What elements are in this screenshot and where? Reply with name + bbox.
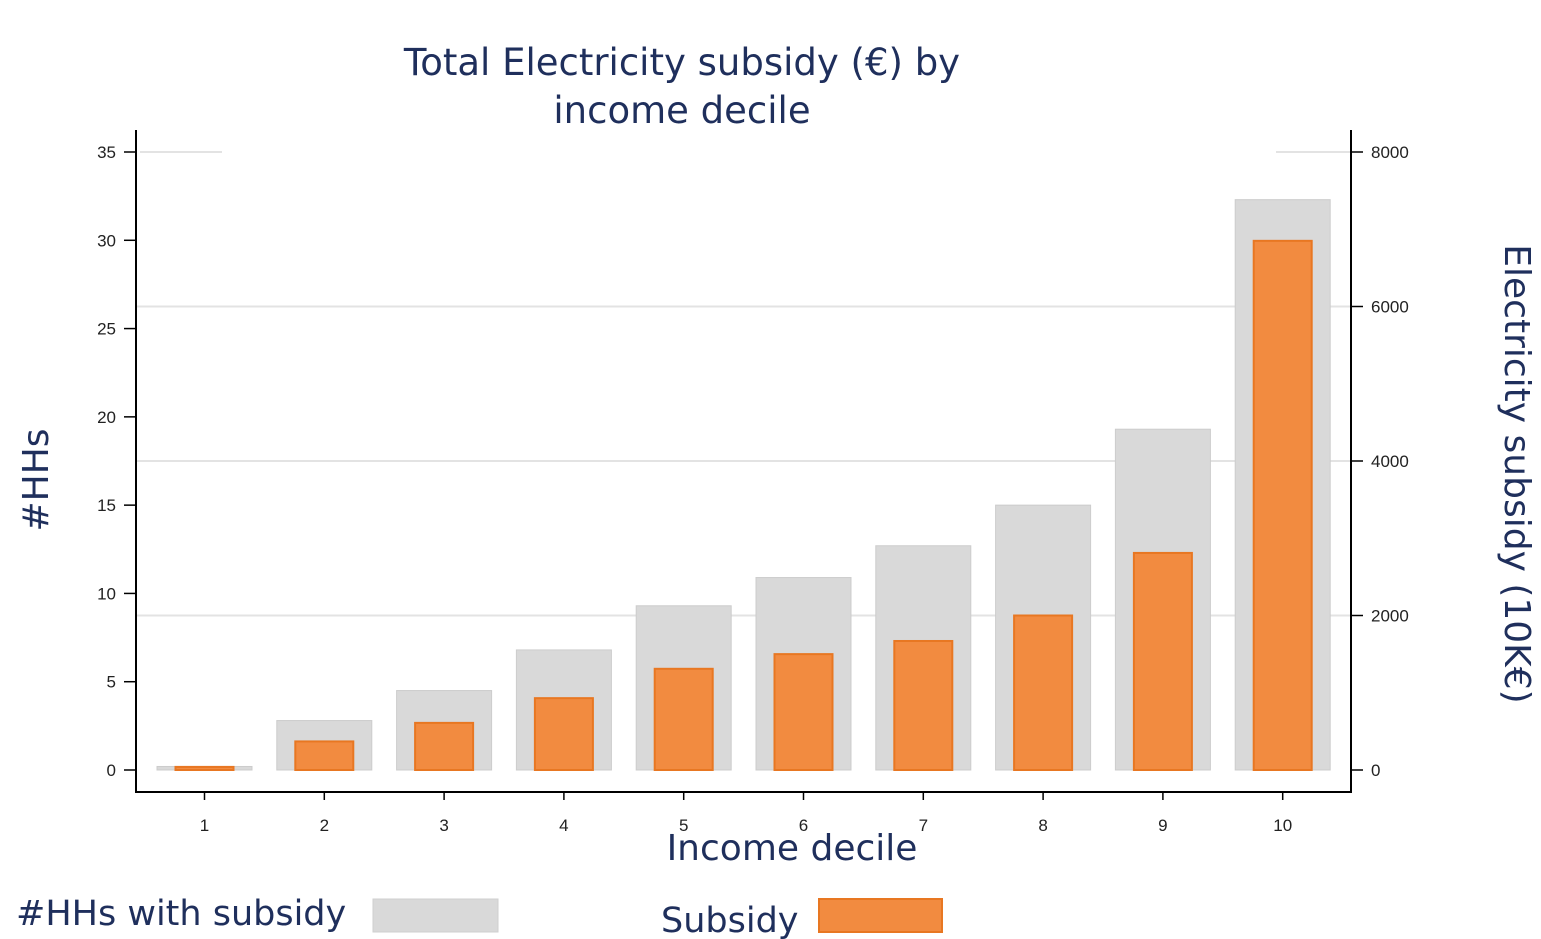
bar-subsidy (893, 639, 954, 771)
left-tick-label: 35 (97, 143, 116, 162)
legend-swatch-hhs (372, 898, 499, 933)
left-tick-label: 5 (107, 673, 116, 692)
right-tick-label: 6000 (1371, 298, 1409, 317)
x-tick-label: 10 (1273, 816, 1292, 835)
bar-subsidy (533, 697, 594, 771)
x-tick-label: 6 (799, 816, 808, 835)
bar-subsidy (1252, 239, 1313, 771)
bar-subsidy (653, 667, 714, 771)
x-tick-label: 2 (320, 816, 329, 835)
right-axis-title: Electricity subsidy (10K€) (1496, 244, 1537, 703)
left-tick-label: 20 (97, 408, 116, 427)
x-tick-label: 5 (679, 816, 688, 835)
x-axis-title: Income decile (667, 828, 918, 869)
legend-label-subsidy: Subsidy (661, 901, 799, 939)
x-tick-label: 1 (200, 816, 209, 835)
chart-title-line-1: Total Electricity subsidy (€) by (403, 41, 960, 84)
right-tick-label: 8000 (1371, 143, 1409, 162)
bar-subsidy (773, 653, 834, 771)
x-tick-label: 9 (1158, 816, 1167, 835)
bar-subsidy (294, 740, 355, 771)
legend: #HHs with subsidy Subsidy (16, 894, 943, 939)
legend-label-hhs: #HHs with subsidy (16, 894, 346, 934)
right-tick-label: 0 (1371, 761, 1380, 780)
bar-subsidy (1132, 551, 1193, 771)
bars (156, 199, 1331, 772)
x-tick-label: 8 (1038, 816, 1047, 835)
x-tick-label: 4 (559, 816, 568, 835)
right-tick-label: 4000 (1371, 452, 1409, 471)
bar-subsidy (1013, 614, 1074, 771)
bar-subsidy (174, 765, 235, 771)
axes: 0 5 10 15 20 25 30 35 0 2000 4000 6000 8000 1 2 3 4 5 6 7 8 9… (97, 130, 1409, 835)
left-tick-label: 0 (107, 761, 116, 780)
left-tick-label: 10 (97, 584, 116, 603)
right-tick-label: 2000 (1371, 607, 1409, 626)
left-tick-label: 15 (97, 496, 116, 515)
left-axis-title: #HHs (16, 428, 57, 531)
bar-subsidy (414, 721, 475, 772)
left-tick-label: 30 (97, 231, 116, 250)
left-tick-label: 25 (97, 320, 116, 339)
x-tick-label: 3 (439, 816, 448, 835)
chart-title-line-2: income decile (553, 89, 810, 132)
legend-swatch-subsidy (818, 898, 943, 933)
x-tick-label: 7 (919, 816, 928, 835)
